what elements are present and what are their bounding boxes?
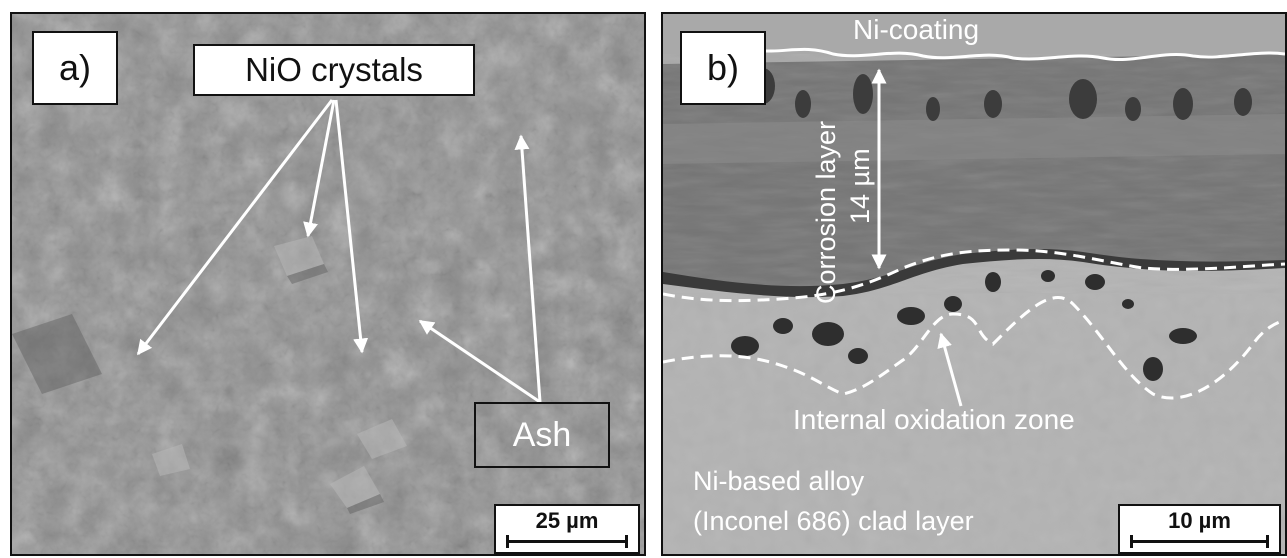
annotation-arrows <box>136 99 542 404</box>
arrow-crystal-2 <box>303 99 336 238</box>
alloy-label-line1: Ni-based alloy <box>693 466 865 496</box>
thickness-label: 14 µm <box>845 148 875 224</box>
internal-oxidation-label: Internal oxidation zone <box>793 404 1075 435</box>
panel-a-label: a) <box>32 31 118 105</box>
corrosion-layer-label: Corrosion layer <box>811 120 841 304</box>
alloy-label-line2: (Inconel 686) clad layer <box>693 506 974 536</box>
oxidation-zone-arrow <box>937 332 963 407</box>
nio-crystals-callout: NiO crystals <box>193 44 475 96</box>
arrow-ash-2 <box>514 134 542 403</box>
scale-bar-b: 10 µm <box>1118 504 1281 554</box>
scale-bar-a: 25 µm <box>494 504 640 554</box>
cross-section-micrograph <box>663 14 1285 554</box>
cross-section-arrows <box>871 68 963 407</box>
sem-image-cross-section: b) Ni-coating Corrosion layer 14 µm Inte… <box>661 12 1287 556</box>
ni-coating-label: Ni-coating <box>853 14 980 45</box>
scale-bar-a-text: 25 µm <box>535 508 599 533</box>
arrow-crystal-3 <box>334 99 369 354</box>
arrow-ash-1 <box>418 319 541 404</box>
ash-callout: Ash <box>474 402 610 468</box>
scale-bar-b-text: 10 µm <box>1168 508 1231 533</box>
arrow-crystal-1 <box>136 99 334 356</box>
panel-b-label: b) <box>680 31 766 105</box>
sem-image-surface: a) NiO crystals Ash 25 µm <box>10 12 646 556</box>
